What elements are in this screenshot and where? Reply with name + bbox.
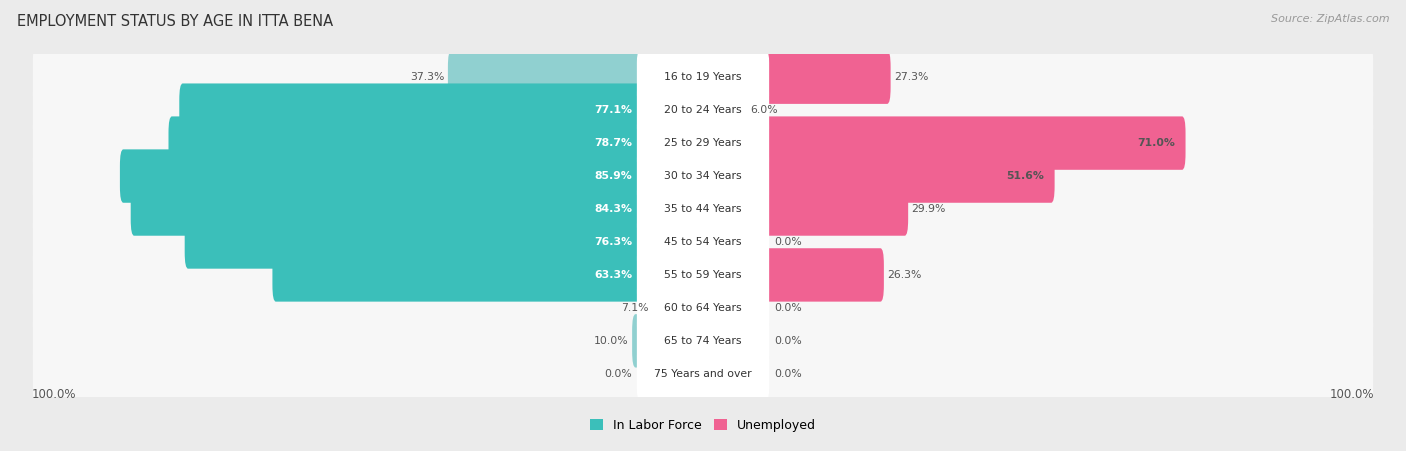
FancyBboxPatch shape	[637, 119, 769, 168]
FancyBboxPatch shape	[32, 37, 1374, 117]
FancyBboxPatch shape	[184, 215, 643, 269]
Text: 7.1%: 7.1%	[621, 303, 648, 313]
FancyBboxPatch shape	[32, 136, 1374, 216]
FancyBboxPatch shape	[637, 152, 769, 201]
FancyBboxPatch shape	[763, 51, 890, 104]
Text: 75 Years and over: 75 Years and over	[654, 369, 752, 379]
FancyBboxPatch shape	[32, 301, 1374, 381]
Text: 100.0%: 100.0%	[1330, 388, 1375, 401]
Text: 0.0%: 0.0%	[773, 237, 801, 247]
FancyBboxPatch shape	[32, 334, 1374, 414]
Text: 37.3%: 37.3%	[411, 72, 444, 82]
FancyBboxPatch shape	[763, 149, 1054, 203]
Text: 10.0%: 10.0%	[595, 336, 628, 346]
FancyBboxPatch shape	[637, 184, 769, 234]
FancyBboxPatch shape	[32, 202, 1374, 282]
FancyBboxPatch shape	[637, 86, 769, 135]
FancyBboxPatch shape	[637, 217, 769, 267]
FancyBboxPatch shape	[637, 283, 769, 332]
Text: 27.3%: 27.3%	[894, 72, 928, 82]
Text: 0.0%: 0.0%	[773, 303, 801, 313]
FancyBboxPatch shape	[273, 248, 643, 302]
Text: 60 to 64 Years: 60 to 64 Years	[664, 303, 742, 313]
FancyBboxPatch shape	[32, 169, 1374, 249]
Text: 6.0%: 6.0%	[751, 105, 778, 115]
Text: 84.3%: 84.3%	[595, 204, 633, 214]
FancyBboxPatch shape	[131, 182, 643, 236]
Text: 0.0%: 0.0%	[605, 369, 633, 379]
Text: Source: ZipAtlas.com: Source: ZipAtlas.com	[1271, 14, 1389, 23]
Text: 85.9%: 85.9%	[595, 171, 633, 181]
FancyBboxPatch shape	[449, 51, 643, 104]
Text: 55 to 59 Years: 55 to 59 Years	[664, 270, 742, 280]
Text: 20 to 24 Years: 20 to 24 Years	[664, 105, 742, 115]
Text: 71.0%: 71.0%	[1137, 138, 1175, 148]
FancyBboxPatch shape	[637, 316, 769, 365]
FancyBboxPatch shape	[637, 250, 769, 299]
FancyBboxPatch shape	[32, 235, 1374, 315]
Text: 30 to 34 Years: 30 to 34 Years	[664, 171, 742, 181]
FancyBboxPatch shape	[169, 116, 643, 170]
Text: 0.0%: 0.0%	[773, 336, 801, 346]
FancyBboxPatch shape	[763, 116, 1185, 170]
FancyBboxPatch shape	[633, 314, 643, 368]
Text: 63.3%: 63.3%	[593, 270, 633, 280]
Text: EMPLOYMENT STATUS BY AGE IN ITTA BENA: EMPLOYMENT STATUS BY AGE IN ITTA BENA	[17, 14, 333, 28]
Text: 76.3%: 76.3%	[593, 237, 633, 247]
Text: 51.6%: 51.6%	[1007, 171, 1045, 181]
Text: 26.3%: 26.3%	[887, 270, 921, 280]
Text: 77.1%: 77.1%	[595, 105, 633, 115]
FancyBboxPatch shape	[32, 268, 1374, 348]
Text: 65 to 74 Years: 65 to 74 Years	[664, 336, 742, 346]
FancyBboxPatch shape	[763, 182, 908, 236]
Legend: In Labor Force, Unemployed: In Labor Force, Unemployed	[591, 419, 815, 432]
FancyBboxPatch shape	[32, 70, 1374, 150]
Text: 100.0%: 100.0%	[31, 388, 76, 401]
Text: 16 to 19 Years: 16 to 19 Years	[664, 72, 742, 82]
FancyBboxPatch shape	[180, 83, 643, 137]
Text: 0.0%: 0.0%	[773, 369, 801, 379]
Text: 35 to 44 Years: 35 to 44 Years	[664, 204, 742, 214]
FancyBboxPatch shape	[637, 349, 769, 398]
Text: 25 to 29 Years: 25 to 29 Years	[664, 138, 742, 148]
FancyBboxPatch shape	[763, 248, 884, 302]
FancyBboxPatch shape	[120, 149, 643, 203]
Text: 45 to 54 Years: 45 to 54 Years	[664, 237, 742, 247]
Text: 29.9%: 29.9%	[911, 204, 946, 214]
Text: 78.7%: 78.7%	[595, 138, 633, 148]
FancyBboxPatch shape	[32, 103, 1374, 183]
FancyBboxPatch shape	[637, 53, 769, 102]
